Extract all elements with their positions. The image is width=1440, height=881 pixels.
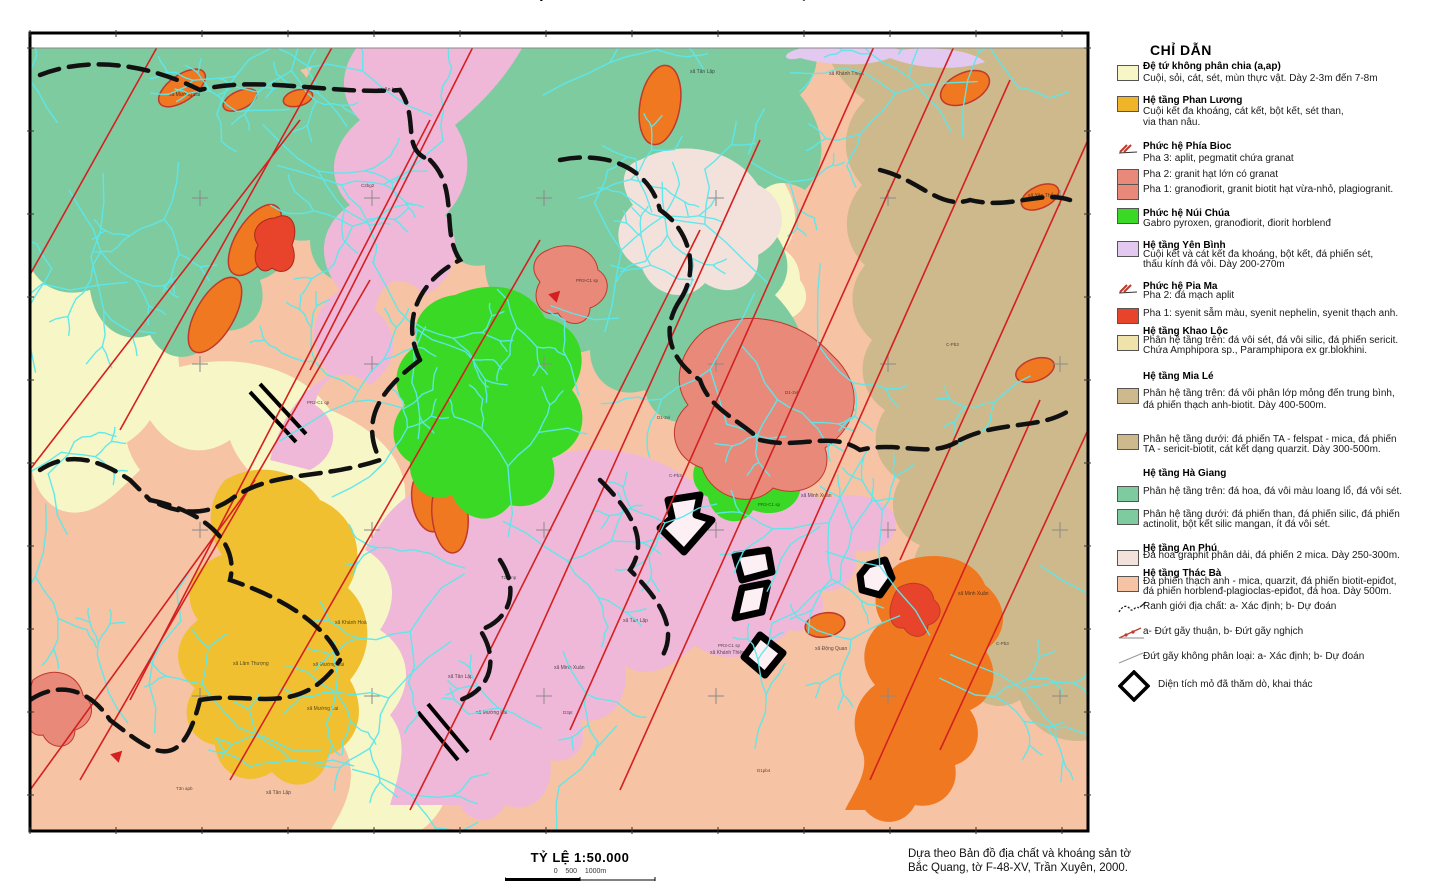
svg-text:D1-2vl: D1-2vl: [657, 415, 670, 420]
svg-text:D1-2vl: D1-2vl: [785, 390, 798, 395]
svg-text:xã Lâm Thượng: xã Lâm Thượng: [233, 661, 269, 667]
svg-text:xã Khánh Hoà: xã Khánh Hoà: [335, 620, 367, 626]
svg-text:T3n apb: T3n apb: [176, 786, 193, 791]
svg-text:C-Pb3: C-Pb3: [946, 342, 959, 347]
svg-text:xã Tân Lập: xã Tân Lập: [623, 618, 648, 624]
svg-text:C2bg2: C2bg2: [361, 183, 375, 188]
svg-text:xã Tân Lập: xã Tân Lập: [690, 69, 715, 75]
svg-text:PR3-C1 sp: PR3-C1 sp: [718, 643, 741, 648]
svg-text:D3pt: D3pt: [563, 710, 573, 715]
svg-text:xã Khánh Thiện: xã Khánh Thiện: [710, 650, 745, 656]
svg-text:PR3-C1 sp: PR3-C1 sp: [758, 502, 781, 507]
svg-text:PR3-C1 sp: PR3-C1 sp: [576, 278, 599, 283]
svg-text:xã Động Quan: xã Động Quan: [815, 646, 847, 652]
svg-text:PR2-C1 qp: PR2-C1 qp: [307, 400, 330, 405]
svg-text:C-Pb3: C-Pb3: [996, 641, 1009, 646]
svg-text:xã Tân Lập: xã Tân Lập: [266, 790, 291, 796]
svg-text:xã Minh Xuân: xã Minh Xuân: [958, 591, 989, 597]
svg-text:xã Tân Lập: xã Tân Lập: [448, 674, 473, 680]
svg-text:D1pb4: D1pb4: [757, 768, 771, 773]
svg-text:xã Mường Lai: xã Mường Lai: [307, 706, 338, 712]
svg-text:xã Minh Xuân: xã Minh Xuân: [801, 493, 832, 499]
svg-text:C-Pb3: C-Pb3: [669, 473, 682, 478]
